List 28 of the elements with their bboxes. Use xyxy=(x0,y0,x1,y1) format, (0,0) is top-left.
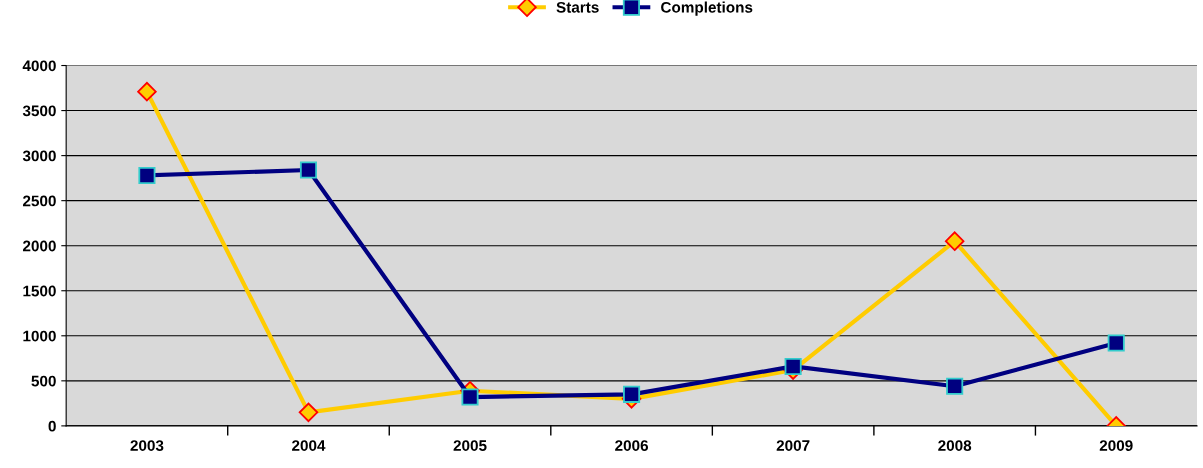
x-tick-label: 2006 xyxy=(615,440,649,451)
point xyxy=(1107,334,1125,352)
y-tick-label: 4000 xyxy=(22,60,56,72)
y-tick-label: 500 xyxy=(31,375,56,387)
legend-label: Starts xyxy=(556,1,599,13)
point xyxy=(461,388,479,406)
y-tick-label: 2500 xyxy=(22,195,56,207)
y-tick-label: 0 xyxy=(48,420,56,432)
y-tick-label: 1000 xyxy=(23,330,56,342)
point xyxy=(137,81,157,102)
point xyxy=(784,357,802,375)
y-tick-label: 1500 xyxy=(23,285,56,297)
x-tick-label: 2005 xyxy=(453,440,487,451)
point xyxy=(946,377,964,395)
y-tick-label: 3500 xyxy=(22,105,56,117)
y-tick-label: 3000 xyxy=(22,150,56,162)
y-tick-label: 2000 xyxy=(22,240,56,252)
x-tick-label: 2008 xyxy=(938,440,972,451)
x-tick-label: 2007 xyxy=(776,440,810,451)
x-tick-label: 2003 xyxy=(130,440,164,452)
point xyxy=(138,166,156,184)
x-tick-label: 2004 xyxy=(292,440,326,451)
point xyxy=(299,161,318,179)
legend-label: Completions xyxy=(661,1,753,16)
point xyxy=(944,231,965,251)
point xyxy=(623,385,641,403)
point xyxy=(298,402,319,423)
x-tick-label: 2009 xyxy=(1099,440,1133,451)
